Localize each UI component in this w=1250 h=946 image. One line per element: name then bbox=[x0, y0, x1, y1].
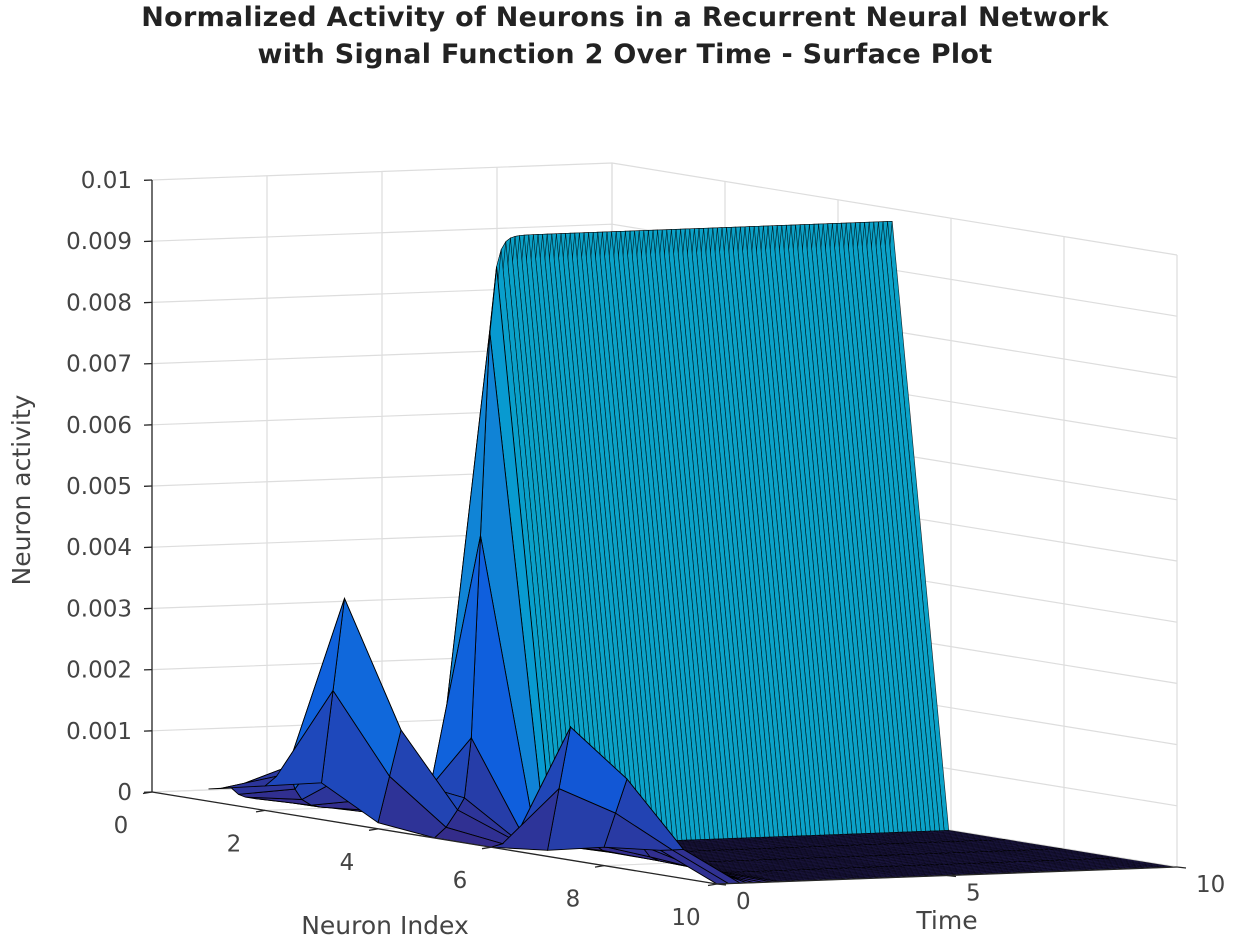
axes bbox=[142, 179, 1187, 887]
surface-face bbox=[208, 775, 277, 790]
y-tick-label: 5 bbox=[966, 881, 981, 907]
x-tick-label: 6 bbox=[453, 868, 468, 894]
x-tick-label: 10 bbox=[671, 905, 700, 931]
z-tick-label: 0.008 bbox=[66, 290, 132, 316]
x-tick bbox=[368, 828, 379, 831]
x-tick bbox=[707, 883, 718, 887]
z-tick-label: 0 bbox=[117, 780, 132, 806]
x-tick-label: 4 bbox=[340, 850, 355, 876]
y-tick-label: 10 bbox=[1196, 872, 1225, 898]
y-tick-label: 0 bbox=[736, 889, 751, 915]
x-tick-label: 0 bbox=[114, 813, 129, 839]
y-axis-label: Time bbox=[915, 906, 977, 935]
z-tick-label: 0.004 bbox=[66, 535, 132, 561]
x-tick-label: 8 bbox=[566, 887, 581, 913]
x-tick bbox=[142, 791, 153, 795]
chart-title-line-2: with Signal Function 2 Over Time - Surfa… bbox=[257, 39, 993, 70]
x-tick bbox=[255, 809, 266, 813]
y-tick bbox=[1176, 866, 1187, 869]
x-axis-label: Neuron Index bbox=[301, 911, 469, 940]
y-tick bbox=[716, 883, 727, 886]
z-tick-label: 0.005 bbox=[66, 474, 132, 500]
x-axis-line bbox=[151, 791, 718, 885]
z-tick-label: 0.01 bbox=[81, 168, 132, 194]
x-tick bbox=[594, 864, 605, 868]
x-tick bbox=[481, 846, 492, 850]
z-tick-label: 0.003 bbox=[66, 596, 132, 622]
z-axis-label: Neuron activity bbox=[7, 394, 36, 585]
z-tick-label: 0.009 bbox=[66, 229, 132, 255]
tick-labels: 0 0.001 0.002 0.003 0.004 0.005 0.006 0.007 0.00… bbox=[66, 168, 1225, 931]
x-tick-label: 2 bbox=[227, 831, 242, 857]
z-tick-label: 0.001 bbox=[66, 719, 132, 745]
y-tick bbox=[946, 874, 957, 878]
z-tick-label: 0.006 bbox=[66, 413, 132, 439]
surface-mesh bbox=[208, 221, 1175, 885]
z-tick-label: 0.007 bbox=[66, 352, 132, 378]
z-tick-label: 0.002 bbox=[66, 658, 132, 684]
chart-title-line-1: Normalized Activity of Neurons in a Recu… bbox=[141, 2, 1109, 33]
